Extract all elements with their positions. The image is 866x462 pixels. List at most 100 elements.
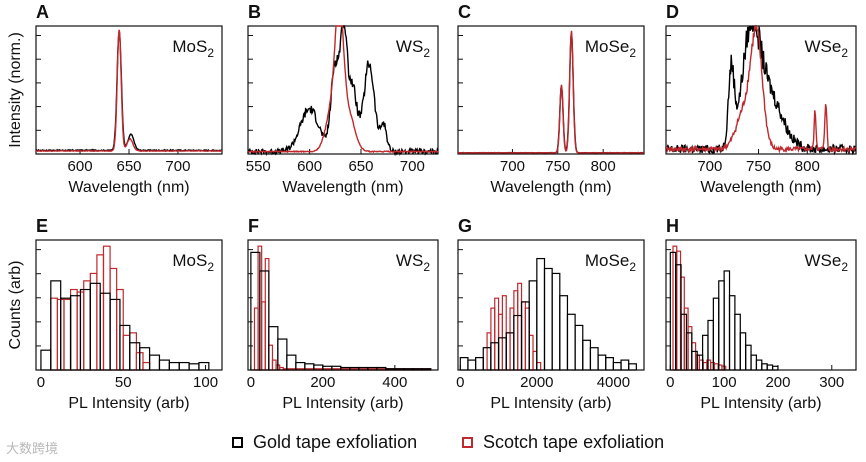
x-tick-label: 4000 — [597, 374, 630, 391]
histogram-bar-gold — [467, 359, 477, 371]
histogram-bar-gold — [475, 357, 484, 371]
histogram-bar-scotch — [142, 361, 151, 371]
histogram-bar-gold — [385, 368, 396, 371]
histogram-bar-gold — [89, 282, 101, 371]
histogram-bar-gold — [79, 288, 91, 371]
x-tick-label: 300 — [819, 374, 844, 391]
x-tick-label: 50 — [115, 374, 132, 391]
x-axis-label: PL Intensity (arb) — [68, 395, 189, 412]
y-axis-label: Intensity (norm.) — [7, 32, 24, 148]
figure: 600 650 700 A MoS2 Wavelength (nm) Intensity (… — [7, 2, 857, 412]
panel-F: 0 200 400 F WS2 PL Intensity (arb) — [247, 216, 439, 412]
legend-label-scotch: Scotch tape exfoliation — [483, 432, 665, 452]
histogram-bar-gold — [745, 344, 752, 371]
x-axis-label: Wavelength (nm) — [68, 179, 189, 196]
x-tick-label: 800 — [795, 158, 820, 175]
x-axis-label: PL Intensity (arb) — [700, 395, 821, 412]
histogram-bar-gold — [259, 270, 270, 371]
x-tick-label: 200 — [310, 374, 335, 391]
x-axis-label: Wavelength (nm) — [490, 179, 611, 196]
scotch-legend-swatch — [462, 437, 473, 448]
histogram-bar-gold — [412, 368, 423, 371]
histogram-bar-gold — [582, 339, 592, 371]
histogram-bar-gold — [129, 342, 141, 371]
legend: Gold tape exfoliation Scotch tape exfoli… — [0, 432, 866, 458]
x-tick-label: 100 — [193, 374, 218, 391]
histogram-bar-gold — [597, 354, 607, 371]
histogram-bar-gold — [394, 368, 405, 371]
histogram-bar-gold — [198, 361, 210, 371]
x-tick-label: 700 — [500, 158, 525, 175]
histogram-bar-gold — [551, 272, 561, 371]
x-tick-label: 2000 — [520, 374, 553, 391]
histogram-bar-gold — [178, 361, 190, 371]
histogram-bar-gold — [559, 295, 569, 371]
histogram-bar-gold — [761, 363, 768, 371]
x-tick-label: 100 — [712, 374, 737, 391]
histogram-bar-gold — [139, 347, 151, 371]
histogram-bar-scotch — [63, 298, 72, 371]
panel-C: 700 750 800 C MoSe2 Wavelength (nm) — [457, 2, 645, 196]
watermark-text: 大数跨境 — [6, 441, 59, 456]
histogram-bar-gold — [421, 368, 432, 371]
x-tick-label: 550 — [246, 158, 271, 175]
histogram-bar-gold — [605, 357, 614, 371]
x-tick-label: 0 — [456, 374, 464, 391]
x-tick-label: 200 — [765, 374, 790, 391]
panel-H: 0 100 200 300 H WSe2 PL Intensity (arb) — [665, 216, 857, 412]
panel-B: 550 600 650 700 B WS2 Wavelength (nm) — [246, 2, 439, 196]
legend-item-gold: Gold tape exfoliation — [232, 432, 417, 453]
histogram-bar-gold — [574, 324, 584, 371]
histogram-bar-gold — [188, 363, 200, 371]
histogram-bar-gold — [148, 354, 161, 371]
histogram-bar-gold — [723, 270, 731, 371]
histogram-bar-gold — [620, 359, 630, 371]
x-tick-label: 700 — [165, 158, 190, 175]
histogram-bar-gold — [766, 364, 774, 371]
x-axis-label: PL Intensity (arb) — [282, 395, 403, 412]
series-line-scotch — [665, 24, 857, 154]
histogram-bar-gold — [286, 354, 297, 371]
material-label: WSe2 — [804, 251, 848, 274]
histogram-bar-gold — [109, 298, 121, 371]
x-tick-label: 400 — [382, 374, 407, 391]
histogram-bar-gold — [322, 365, 333, 371]
x-tick-label: 700 — [400, 158, 425, 175]
x-tick-label: 700 — [697, 158, 722, 175]
x-tick-label: 0 — [37, 374, 45, 391]
series-line-scotch — [35, 29, 223, 153]
material-label: WSe2 — [804, 37, 848, 60]
histogram-bar-scotch — [102, 245, 111, 371]
panel-G: 0 2000 4000 G MoSe2 PL Intensity (arb) — [456, 216, 645, 412]
histogram-bar-gold — [69, 295, 82, 371]
panel-letter: A — [36, 2, 49, 22]
material-label: MoS2 — [172, 37, 214, 60]
series-line-scotch — [248, 25, 439, 154]
plot-frame — [665, 25, 857, 155]
histogram-bar-gold — [589, 347, 599, 371]
x-tick-label: 750 — [545, 158, 570, 175]
histogram-bar-gold — [119, 324, 131, 371]
histogram-bar-scotch — [83, 280, 91, 371]
panel-letter: F — [248, 216, 259, 236]
x-axis-label: Wavelength (nm) — [700, 179, 821, 196]
material-label: MoSe2 — [585, 37, 636, 60]
x-axis-label: Wavelength (nm) — [282, 179, 403, 196]
histogram-bar-gold — [691, 350, 698, 371]
histogram-bar-gold — [755, 359, 763, 371]
material-label: WS2 — [396, 37, 430, 60]
panel-E: 0 50 100 E MoS2 PL Intensity (arb) Counts (arb… — [7, 216, 223, 412]
panel-letter: D — [666, 2, 679, 22]
histogram-bar-gold — [168, 361, 180, 371]
histogram-bar-gold — [712, 297, 720, 371]
histogram-bar-gold — [543, 267, 553, 371]
panel-letter: G — [458, 216, 472, 236]
legend-item-scotch: Scotch tape exfoliation — [462, 432, 664, 453]
y-axis-label: Counts (arb) — [7, 261, 24, 350]
histogram-bar-scotch — [89, 272, 98, 371]
histogram-bar-gold — [158, 359, 170, 371]
histogram-bar-gold — [277, 338, 288, 371]
x-tick-label: 0 — [666, 374, 674, 391]
x-tick-label: 650 — [348, 158, 373, 175]
x-tick-label: 800 — [591, 158, 616, 175]
